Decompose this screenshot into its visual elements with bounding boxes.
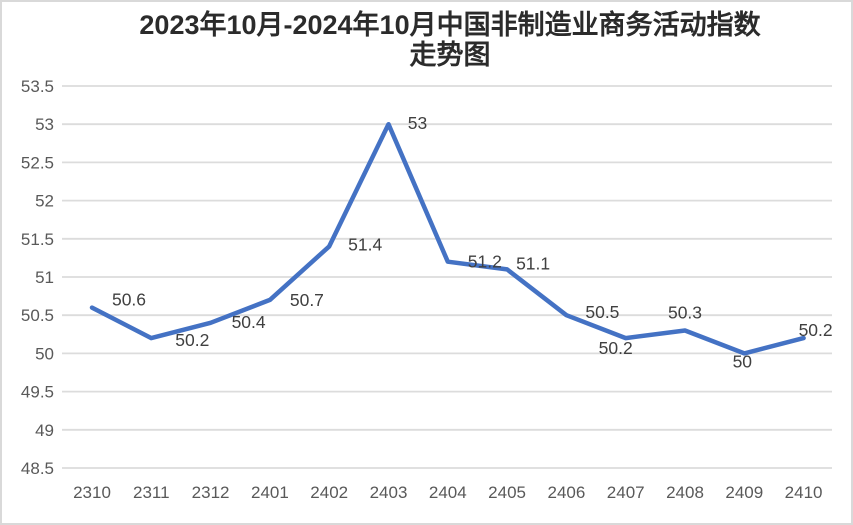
- y-axis-tick-label: 51: [35, 268, 54, 287]
- y-axis-tick-label: 52: [35, 192, 54, 211]
- chart-title-line-2: 走势图: [409, 40, 491, 71]
- data-label: 51.1: [516, 253, 550, 273]
- y-axis-tick-label: 51.5: [21, 230, 54, 249]
- x-axis-tick-label: 2312: [192, 483, 230, 502]
- x-axis-tick-label: 2408: [666, 483, 704, 502]
- data-label: 51.4: [348, 234, 382, 254]
- x-axis-tick-label: 2402: [310, 483, 348, 502]
- x-axis-tick-label: 2407: [607, 483, 645, 502]
- y-axis-tick-label: 52.5: [21, 153, 54, 172]
- data-label: 51.2: [468, 252, 502, 272]
- y-axis-tick-label: 49.5: [21, 383, 54, 402]
- y-axis-tick-label: 53: [35, 115, 54, 134]
- data-label: 50.5: [585, 302, 619, 322]
- data-series-line: [89, 121, 806, 356]
- data-label: 50: [733, 351, 753, 371]
- y-axis-tick-label: 50.5: [21, 306, 54, 325]
- x-axis-tick-label: 2405: [488, 483, 526, 502]
- data-label: 50.2: [799, 320, 833, 340]
- x-axis-tick-label: 2410: [785, 483, 823, 502]
- data-label: 53: [408, 113, 427, 133]
- data-label: 50.2: [599, 338, 633, 358]
- x-axis-tick-label: 2310: [73, 483, 111, 502]
- x-axis-tick-label: 2403: [370, 483, 408, 502]
- x-axis-tick-label: 2404: [429, 483, 467, 502]
- x-axis-tick-label: 2311: [133, 483, 170, 502]
- data-label: 50.7: [290, 290, 324, 310]
- data-label: 50.3: [668, 302, 702, 322]
- x-axis-tick-label: 2409: [725, 483, 763, 502]
- y-axis-tick-label: 53.5: [21, 77, 54, 96]
- chart-title: 2023年10月-2024年10月中国非制造业商务活动指数 走势图: [57, 10, 843, 70]
- data-label: 50.4: [232, 312, 266, 332]
- chart-title-line-1: 2023年10月-2024年10月中国非制造业商务活动指数: [139, 10, 761, 40]
- y-axis-tick-label: 49: [35, 421, 54, 440]
- y-axis-tick-label: 48.5: [21, 459, 54, 478]
- x-axis-tick-label: 2401: [251, 483, 289, 502]
- y-axis-tick-label: 50: [35, 344, 54, 363]
- x-axis-tick-label: 2406: [547, 483, 585, 502]
- data-label: 50.2: [175, 330, 209, 350]
- data-label: 50.6: [112, 290, 146, 310]
